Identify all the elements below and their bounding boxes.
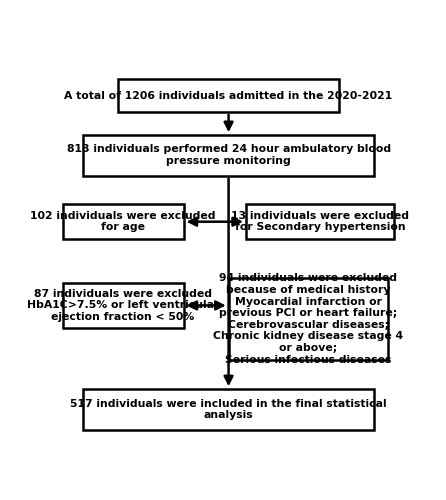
FancyBboxPatch shape (118, 79, 339, 112)
FancyBboxPatch shape (246, 204, 395, 239)
Text: 94 individuals were excluded
because of medical history
Myocardial infarction or: 94 individuals were excluded because of … (213, 274, 403, 364)
Text: A total of 1206 individuals admitted in the 2020-2021: A total of 1206 individuals admitted in … (65, 90, 392, 101)
FancyBboxPatch shape (62, 204, 184, 239)
Text: 13 individuals were excluded
for Secondary hypertension: 13 individuals were excluded for Seconda… (231, 211, 409, 233)
Text: 813 individuals performed 24 hour ambulatory blood
pressure monitoring: 813 individuals performed 24 hour ambula… (66, 144, 391, 166)
Text: 102 individuals were excluded
for age: 102 individuals were excluded for age (30, 211, 216, 233)
FancyBboxPatch shape (62, 284, 184, 328)
FancyBboxPatch shape (229, 278, 388, 360)
FancyBboxPatch shape (83, 135, 374, 175)
Text: 87 individuals were excluded
HbA1C>7.5% or left ventricular
ejection fraction < : 87 individuals were excluded HbA1C>7.5% … (27, 289, 219, 322)
FancyBboxPatch shape (83, 389, 374, 430)
Text: 517 individuals were included in the final statistical
analysis: 517 individuals were included in the fin… (70, 398, 387, 420)
